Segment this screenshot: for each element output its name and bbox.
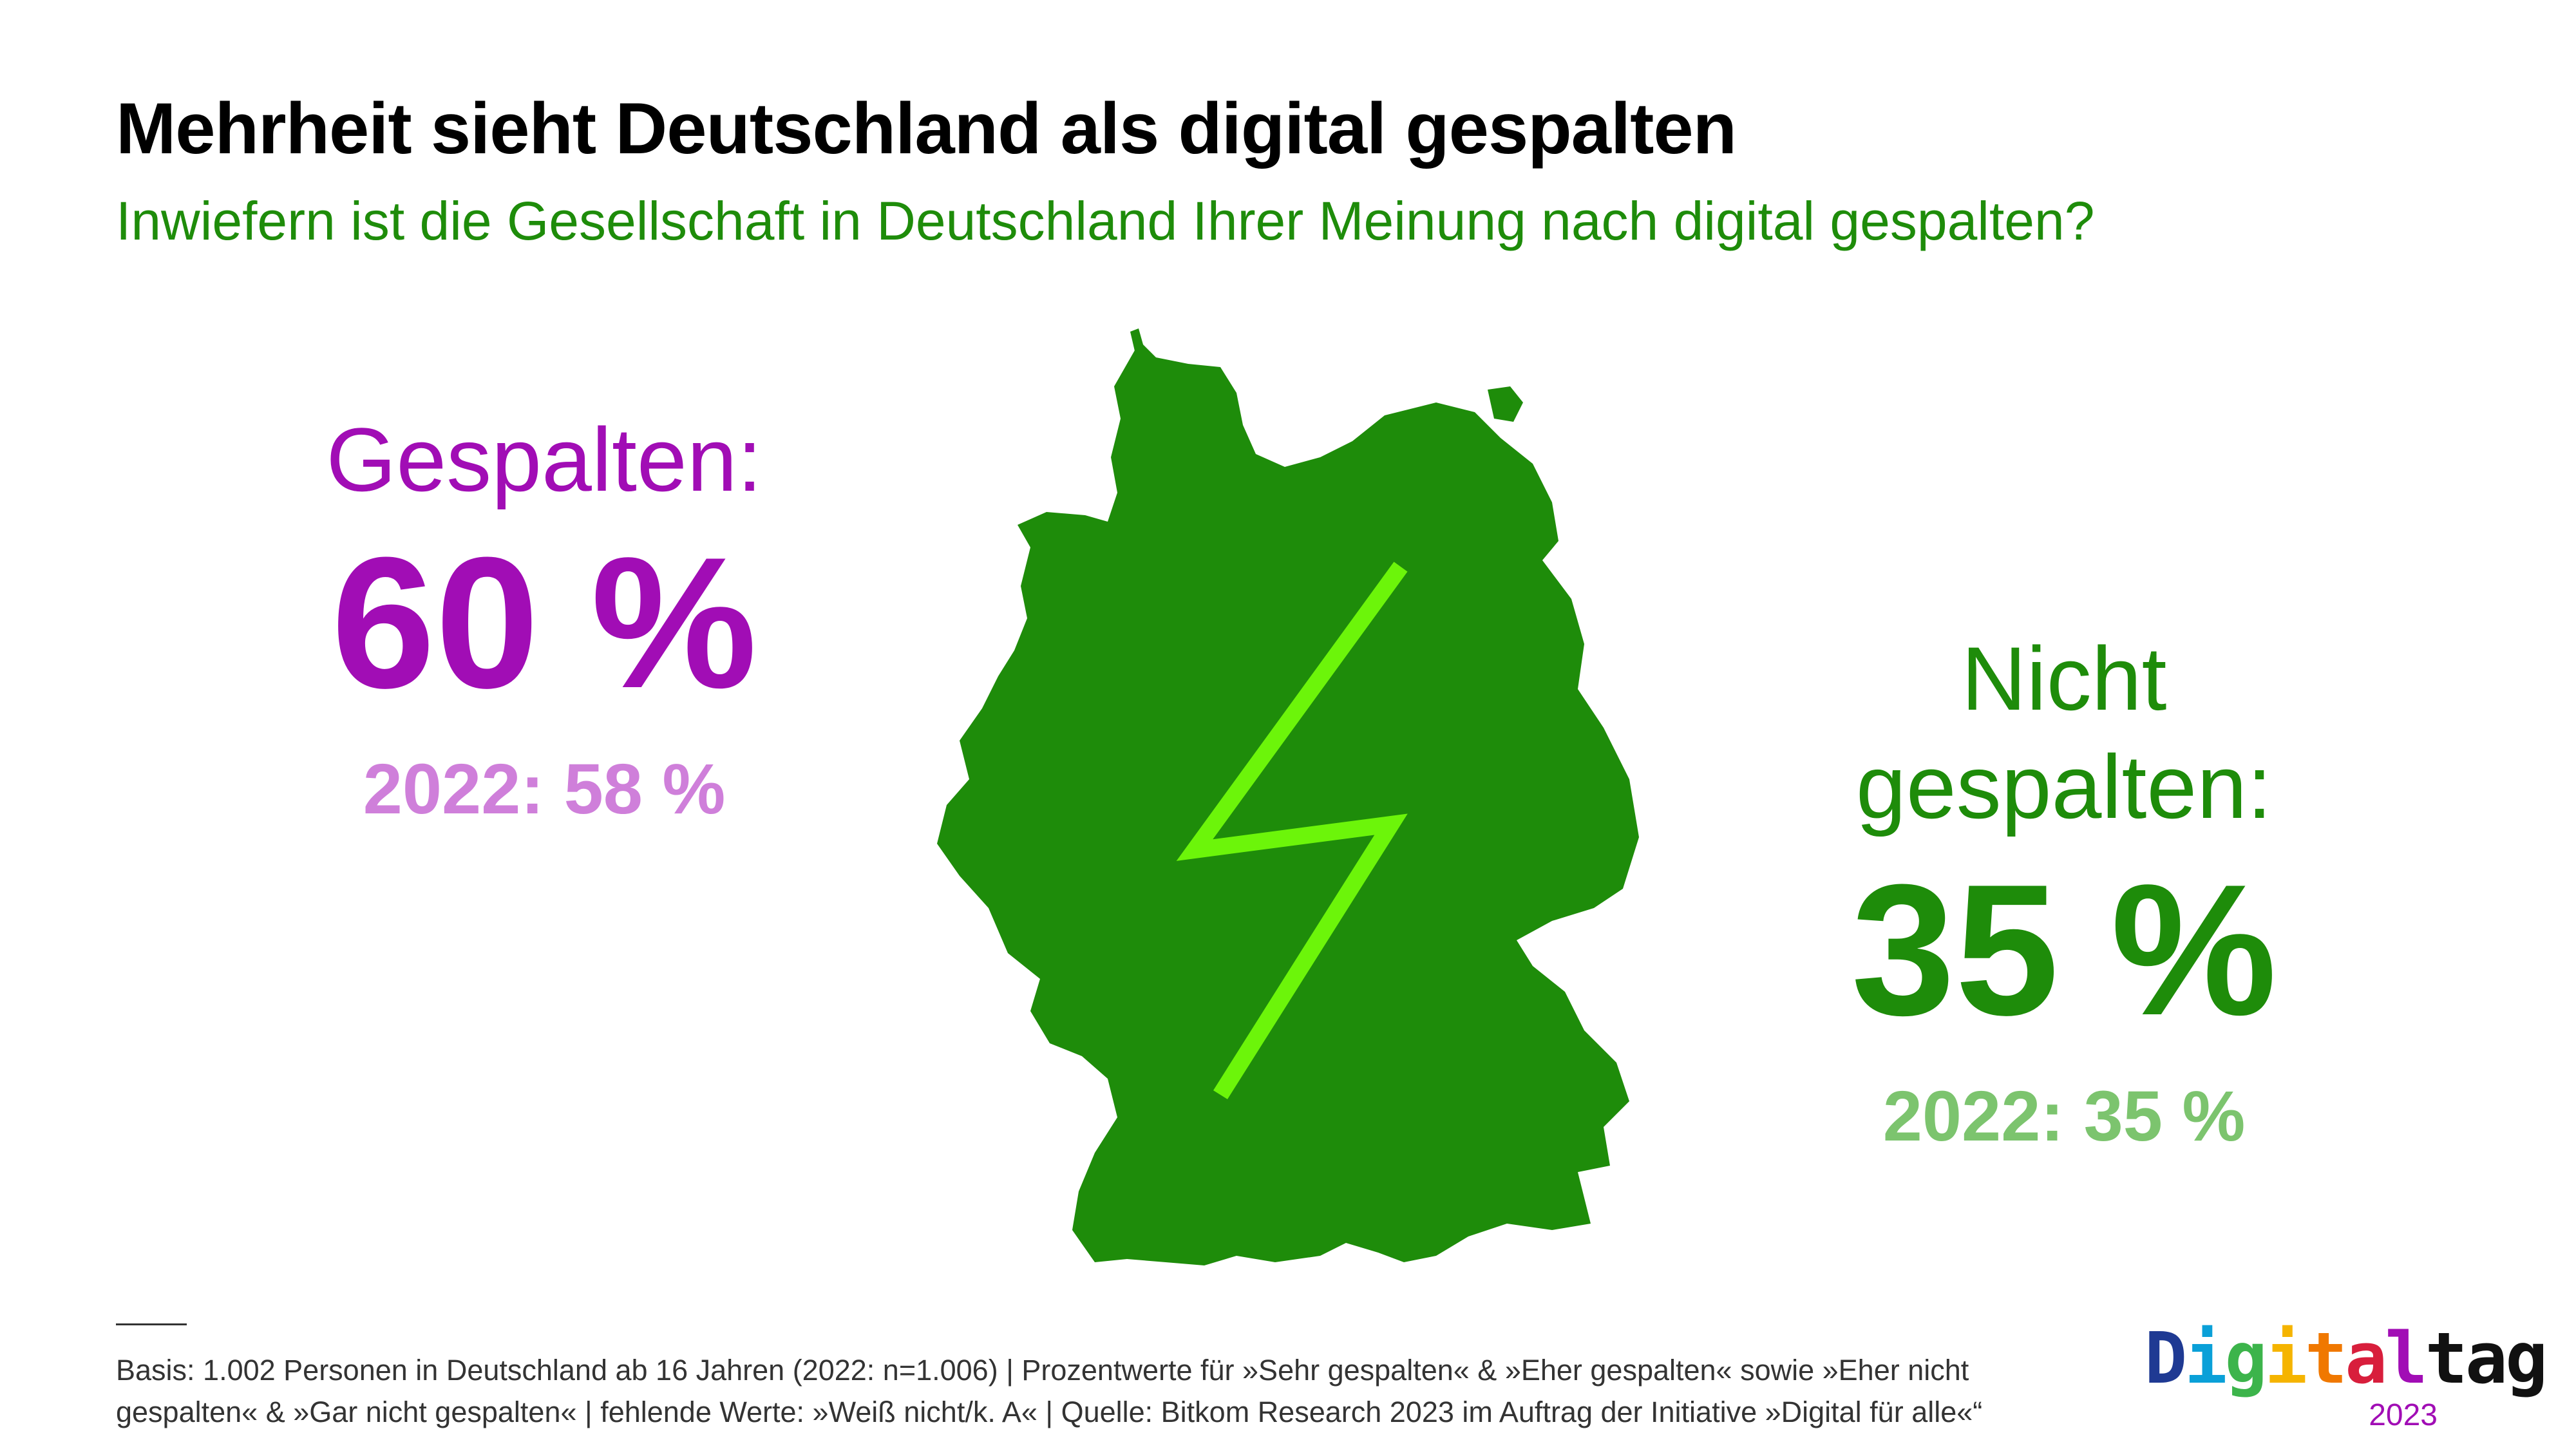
- stat-split-value: 60 %: [331, 518, 757, 727]
- stat-not-split-value: 35 %: [1851, 846, 2277, 1054]
- stat-not-split-label-1: Nicht: [1961, 628, 2167, 729]
- logo-wordmark: Digitaltag: [2145, 1317, 2548, 1399]
- logo-letter: g: [2224, 1317, 2267, 1399]
- lightning-bolt-icon: [1176, 562, 1408, 1099]
- logo-letter: a: [2465, 1317, 2508, 1399]
- germany-island-east: [1488, 386, 1523, 422]
- footnote-line-2: gespalten« & »Gar nicht gespalten« | feh…: [116, 1396, 1983, 1429]
- page-subtitle: Inwiefern ist die Gesellschaft in Deutsc…: [116, 191, 2095, 251]
- page-title: Mehrheit sieht Deutschland als digital g…: [116, 88, 1737, 169]
- germany-map-icon: [934, 328, 1674, 1307]
- logo-letter: i: [2264, 1317, 2307, 1399]
- footnote-line-1: Basis: 1.002 Personen in Deutschland ab …: [116, 1354, 1969, 1387]
- footnote-divider: [116, 1323, 187, 1325]
- logo-letter: a: [2345, 1317, 2387, 1399]
- logo-year: 2023: [2369, 1398, 2438, 1432]
- germany-island-north: [1130, 328, 1143, 351]
- stat-not-split-prev: 2022: 35 %: [1882, 1077, 2246, 1156]
- logo-letter: l: [2385, 1317, 2427, 1399]
- germany-map-shape: [937, 341, 1639, 1265]
- stat-split: Gespalten: 60 % 2022: 58 %: [270, 406, 818, 830]
- stat-not-split-label-2: gespalten:: [1855, 736, 2273, 837]
- logo-letter: D: [2145, 1317, 2187, 1399]
- stat-not-split: Nicht gespalten: 35 % 2022: 35 %: [1790, 625, 2338, 1157]
- logo-letter: g: [2505, 1317, 2548, 1399]
- logo-letter: i: [2184, 1317, 2227, 1399]
- footnote: Basis: 1.002 Personen in Deutschland ab …: [116, 1349, 2080, 1434]
- stat-split-label: Gespalten:: [326, 409, 762, 510]
- stat-split-prev: 2022: 58 %: [363, 750, 726, 829]
- logo-letter: t: [2304, 1317, 2347, 1399]
- digitaltag-logo: Digitaltag 2023: [2145, 1317, 2548, 1433]
- logo-letter: t: [2425, 1317, 2468, 1399]
